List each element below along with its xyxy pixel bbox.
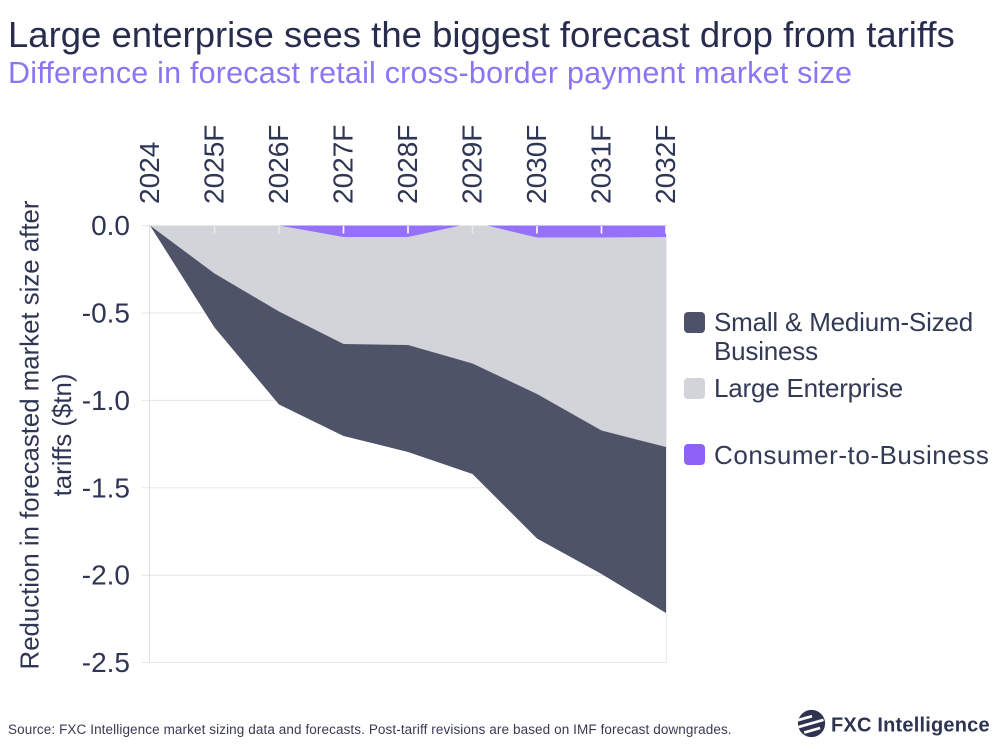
svg-text:2031F: 2031F	[586, 125, 617, 204]
svg-text:2029F: 2029F	[457, 125, 488, 204]
svg-text:2026F: 2026F	[263, 125, 294, 204]
svg-text:-2.5: -2.5	[82, 647, 130, 678]
svg-text:-1.5: -1.5	[82, 472, 130, 503]
svg-text:0.0: 0.0	[91, 210, 130, 241]
svg-text:tariffs ($tn): tariffs ($tn)	[49, 374, 77, 497]
svg-text:-1.0: -1.0	[82, 385, 130, 416]
svg-text:2028F: 2028F	[392, 125, 423, 204]
svg-text:-2.0: -2.0	[82, 560, 130, 591]
svg-text:2030F: 2030F	[521, 125, 552, 204]
svg-text:2025F: 2025F	[199, 125, 230, 204]
svg-text:2027F: 2027F	[328, 125, 359, 204]
svg-text:-0.5: -0.5	[82, 298, 130, 329]
svg-text:2024: 2024	[134, 142, 165, 204]
svg-text:Reduction in forecasted market: Reduction in forecasted market size afte…	[17, 200, 45, 669]
svg-text:FXC Intelligence: FXC Intelligence	[831, 715, 990, 737]
svg-text:2032F: 2032F	[650, 125, 681, 204]
